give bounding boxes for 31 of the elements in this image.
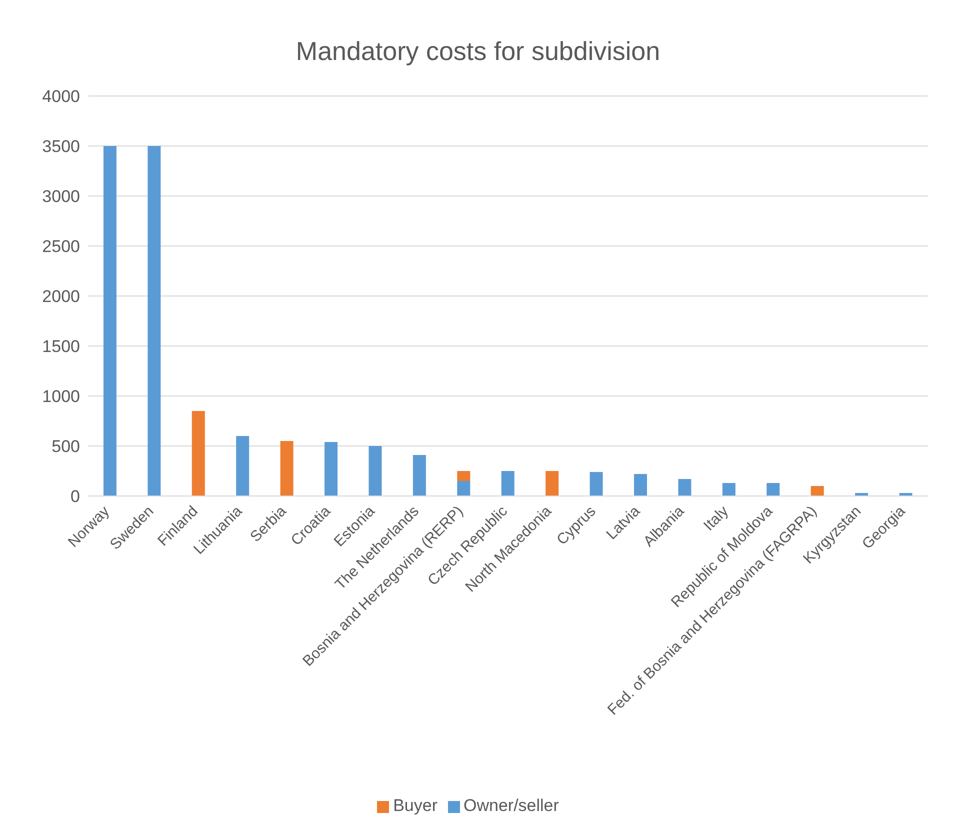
legend-label: Buyer (393, 796, 438, 815)
y-tick-label: 2000 (42, 287, 80, 306)
bar (148, 146, 161, 496)
bar (590, 472, 603, 496)
bar (810, 486, 824, 496)
bar (368, 446, 382, 496)
bar (501, 471, 514, 496)
chart-title: Mandatory costs for subdivision (294, 35, 662, 68)
y-tick-label: 3000 (42, 187, 80, 206)
bar (634, 474, 647, 496)
x-tick-label: Italy (700, 502, 732, 534)
bar (280, 441, 294, 496)
bar (103, 146, 116, 496)
y-tick-label: 4000 (42, 87, 80, 106)
bar (546, 471, 559, 496)
y-tick-label: 0 (70, 487, 80, 506)
bar (412, 455, 426, 496)
y-tick-label: 1000 (42, 387, 80, 406)
y-tick-label: 2500 (42, 237, 80, 256)
y-tick-label: 1500 (42, 337, 80, 356)
bar (192, 411, 205, 496)
y-tick-label: 3500 (42, 137, 80, 156)
bar (457, 471, 470, 481)
bar (766, 483, 780, 496)
bar (457, 481, 470, 496)
y-tick-label: 500 (52, 437, 80, 456)
bar (236, 436, 250, 496)
bar (678, 479, 692, 496)
bar (324, 442, 338, 496)
legend-label: Owner/seller (464, 796, 559, 815)
bar (722, 483, 736, 496)
